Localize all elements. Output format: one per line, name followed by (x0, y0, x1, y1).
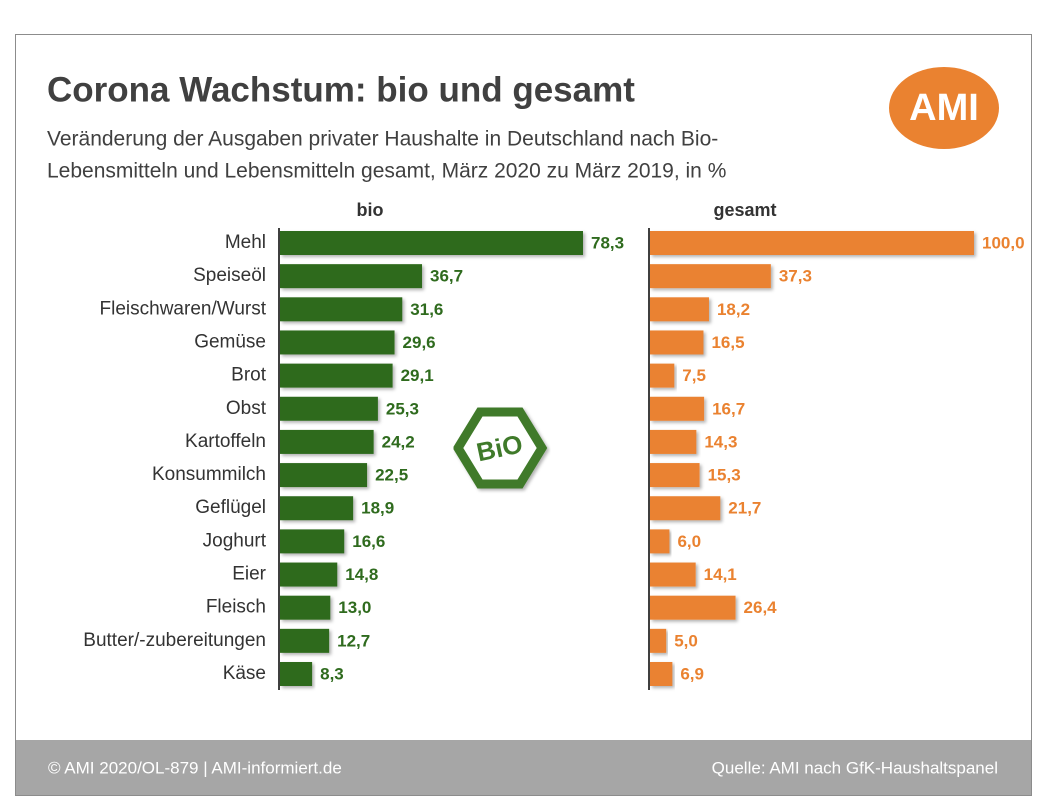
category-label: Fleisch (206, 597, 266, 618)
bar (650, 595, 736, 620)
subtitle: Lebensmitteln und Lebensmitteln gesamt, … (47, 160, 726, 183)
subtitle: Veränderung der Ausgaben privater Hausha… (47, 128, 718, 151)
category-label: Fleischwaren/Wurst (100, 298, 267, 319)
value-label: 37,3 (779, 267, 812, 286)
category-label: Brot (231, 365, 267, 386)
bar (280, 330, 395, 355)
bar (650, 628, 667, 653)
bar (650, 529, 670, 554)
value-label: 36,7 (430, 267, 463, 286)
value-label: 25,3 (386, 399, 419, 418)
value-label: 16,7 (712, 399, 745, 418)
bar (650, 662, 673, 686)
value-label: 12,7 (337, 631, 370, 650)
value-label: 16,5 (711, 333, 744, 352)
category-label: Obst (226, 398, 267, 419)
footer-left: © AMI 2020/OL-879 | AMI-informiert.de (48, 758, 342, 777)
bar (650, 297, 709, 322)
value-label: 6,0 (677, 532, 701, 551)
value-label: 18,9 (361, 499, 394, 518)
bar (280, 529, 345, 554)
bar (650, 429, 697, 454)
value-label: 15,3 (708, 466, 741, 485)
value-label: 14,8 (345, 565, 378, 584)
value-label: 22,5 (375, 466, 408, 485)
series-header: gesamt (713, 200, 776, 220)
value-label: 6,9 (680, 664, 704, 683)
bar (280, 662, 313, 686)
category-label: Konsummilch (152, 464, 266, 485)
chart-title: Corona Wachstum: bio und gesamt (47, 70, 635, 109)
bar (650, 330, 704, 355)
bar (280, 264, 423, 289)
bar (280, 231, 583, 255)
bar (650, 396, 705, 421)
value-label: 5,0 (674, 631, 698, 650)
category-label: Speiseöl (193, 265, 266, 286)
bar (650, 264, 771, 289)
category-label: Geflügel (195, 497, 266, 518)
bar (280, 463, 368, 488)
value-label: 31,6 (410, 300, 443, 319)
bio-badge: BiO (452, 407, 548, 489)
value-label: 29,6 (403, 333, 436, 352)
bar (650, 231, 974, 255)
logo-shape (889, 67, 999, 149)
bar (280, 396, 378, 421)
category-label: Kartoffeln (185, 431, 266, 452)
category-label: Gemüse (194, 331, 266, 352)
category-label: Mehl (225, 232, 266, 253)
bar (650, 363, 675, 388)
value-label: 14,1 (704, 565, 737, 584)
value-label: 8,3 (320, 664, 344, 683)
bar (280, 363, 393, 388)
value-label: 21,7 (728, 499, 761, 518)
footer-right: Quelle: AMI nach GfK-Haushaltspanel (712, 758, 998, 777)
bar (280, 595, 331, 620)
category-label: Käse (223, 663, 266, 684)
category-label: Joghurt (203, 530, 267, 551)
bar (280, 429, 374, 454)
value-label: 29,1 (401, 366, 434, 385)
bar (280, 297, 403, 322)
bar (280, 628, 330, 653)
value-label: 26,4 (744, 598, 778, 617)
value-label: 78,3 (591, 233, 624, 252)
bar (650, 463, 700, 488)
series-header: bio (357, 200, 384, 220)
value-label: 14,3 (704, 432, 737, 451)
value-label: 24,2 (382, 432, 415, 451)
footer-band (16, 740, 1031, 795)
category-label: Eier (232, 564, 266, 585)
bar (650, 562, 696, 587)
value-label: 7,5 (682, 366, 706, 385)
bar (280, 496, 354, 521)
value-label: 13,0 (338, 598, 371, 617)
value-label: 16,6 (352, 532, 385, 551)
value-label: 100,0 (982, 233, 1025, 252)
logo: AMI (909, 87, 979, 129)
value-label: 18,2 (717, 300, 750, 319)
bar (280, 562, 338, 587)
category-label: Butter/-zubereitungen (83, 630, 266, 651)
bar (650, 496, 721, 521)
